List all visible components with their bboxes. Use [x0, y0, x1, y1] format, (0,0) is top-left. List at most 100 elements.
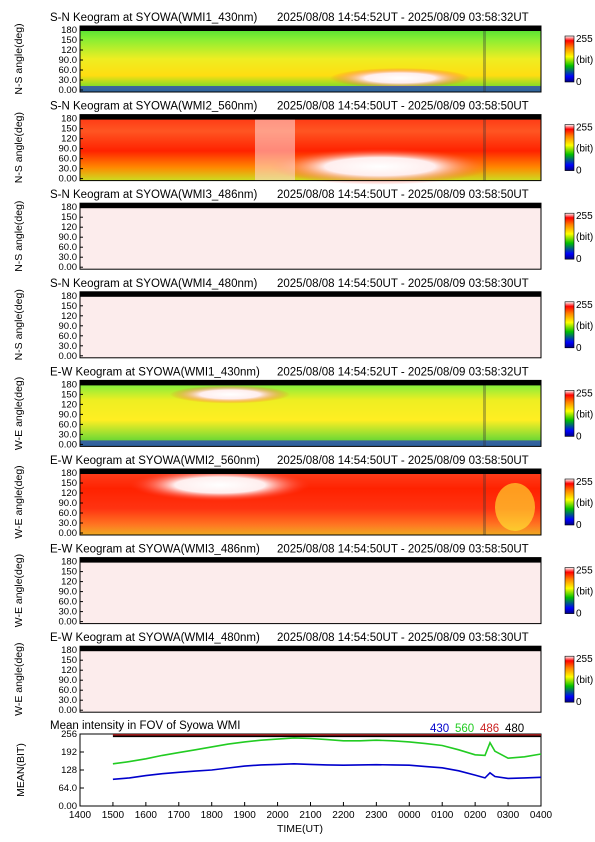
- colorbar: [564, 301, 575, 349]
- series-line-430: [112, 762, 542, 781]
- mean-chart-ylabel: MEAN(BIT): [15, 743, 27, 797]
- keogram-image: [80, 380, 541, 447]
- y-tick-label: 60.0: [59, 331, 78, 342]
- y-tick-label: 90.0: [59, 409, 78, 420]
- x-tick-label: 1700: [168, 810, 191, 821]
- mean-intensity-chart: Mean intensity in FOV of Syowa WMI 430 56…: [15, 720, 553, 835]
- x-tick-label: 2200: [332, 810, 355, 821]
- bright-column: [255, 114, 295, 181]
- y-tick-label: 30.0: [59, 164, 78, 175]
- y-tick-label: 30.0: [59, 695, 78, 706]
- y-tick-label: 180: [61, 202, 77, 213]
- legend-entry-486: 486: [480, 723, 499, 735]
- y-tick-label: 90.0: [59, 144, 78, 155]
- y-tick-label: 60.0: [59, 65, 78, 76]
- y-tick-label: 180: [61, 114, 77, 125]
- y-tick-label: 90.0: [59, 587, 78, 598]
- legend-entry-560: 560: [455, 723, 474, 735]
- data-gap: [483, 114, 486, 181]
- y-tick-label: 150: [61, 212, 77, 223]
- mean-chart-frame: [79, 733, 542, 807]
- y-tick-label: 180: [61, 291, 77, 302]
- panel-frame: [79, 645, 542, 713]
- x-tick-label: 1600: [135, 810, 158, 821]
- x-tick-label: 2100: [299, 810, 322, 821]
- panel-top-band: [80, 26, 541, 31]
- y-tick-label: 150: [61, 655, 77, 666]
- y-tick-label: 60.0: [59, 685, 78, 696]
- y-tick-label: 120: [61, 45, 77, 56]
- y-tick-label: 150: [61, 389, 77, 400]
- keogram-image: [80, 291, 541, 358]
- panel-frame: [79, 379, 542, 447]
- dawn-patch: [495, 483, 535, 531]
- x-tick-label: 0400: [530, 810, 553, 821]
- colorbar-max-label: 255: [576, 566, 593, 577]
- y-tick-label: 120: [61, 577, 77, 588]
- colorbar-min-label: 0: [576, 343, 582, 354]
- panel-ylabel: N-S angle(deg): [13, 112, 25, 183]
- mean-chart-xlabel: TIME(UT): [277, 823, 323, 835]
- colorbar-max-label: 255: [576, 211, 593, 222]
- keogram-panel: E-W Keogram at SYOWA(WMI4_480nm) 2025/08/…: [13, 632, 593, 716]
- panel-frame: [79, 468, 542, 536]
- aurora-brightening: [170, 385, 290, 404]
- y-tick-label: 180: [61, 557, 77, 568]
- y-tick-label: 120: [61, 222, 77, 233]
- panel-ylabel: W-E angle(deg): [13, 377, 25, 450]
- panel-title: E-W Keogram at SYOWA(WMI3_486nm): [50, 544, 260, 556]
- y-tick-label: 64.0: [59, 783, 78, 794]
- colorbar: [564, 567, 575, 614]
- y-tick-label: 60.0: [59, 242, 78, 253]
- colorbar: [564, 35, 575, 83]
- keogram-panel: E-W Keogram at SYOWA(WMI1_430nm) 2025/08/…: [13, 366, 593, 450]
- y-tick-label: 0.00: [59, 351, 78, 362]
- keogram-image: [80, 203, 541, 270]
- colorbar-min-label: 0: [576, 520, 582, 531]
- series-line-560: [112, 737, 542, 765]
- panel-time-range: 2025/08/08 14:54:50UT - 2025/08/09 03:58…: [277, 278, 529, 290]
- y-tick-label: 150: [61, 35, 77, 46]
- y-tick-label: 120: [61, 665, 77, 676]
- y-tick-label: 120: [61, 311, 77, 322]
- panel-title: E-W Keogram at SYOWA(WMI4_480nm): [50, 632, 260, 644]
- panel-ylabel: N-S angle(deg): [13, 23, 25, 94]
- mean-chart-title: Mean intensity in FOV of Syowa WMI: [50, 720, 240, 732]
- colorbar-max-label: 255: [576, 388, 593, 399]
- panel-top-band: [80, 646, 541, 652]
- colorbar-unit-label: (bit): [576, 587, 593, 598]
- x-tick-label: 1500: [102, 810, 125, 821]
- keogram-image: [80, 557, 541, 624]
- data-gap: [483, 26, 486, 92]
- keogram-image: [80, 26, 541, 92]
- panel-title: S-N Keogram at SYOWA(WMI3_486nm): [50, 189, 257, 201]
- aurora-brightening: [130, 469, 310, 501]
- colorbar: [564, 390, 575, 437]
- y-tick-label: 30.0: [59, 75, 78, 86]
- colorbar-min-label: 0: [576, 431, 582, 442]
- y-tick-label: 30.0: [59, 518, 78, 529]
- x-tick-label: 0200: [464, 810, 487, 821]
- panel-ylabel: W-E angle(deg): [13, 554, 25, 627]
- colorbar-min-label: 0: [576, 77, 582, 88]
- y-tick-label: 120: [61, 488, 77, 499]
- mean-chart-lines: [112, 734, 542, 781]
- y-tick-label: 150: [61, 301, 77, 312]
- y-tick-label: 30.0: [59, 607, 78, 618]
- x-tick-label: 0100: [431, 810, 454, 821]
- horizon-band: [80, 86, 541, 92]
- colorbar-max-label: 255: [576, 123, 593, 134]
- keogram-panel: E-W Keogram at SYOWA(WMI3_486nm) 2025/08/…: [13, 544, 593, 628]
- colorbar-max-label: 255: [576, 477, 593, 488]
- aurora-brightening: [270, 148, 490, 185]
- x-tick-label: 2000: [266, 810, 289, 821]
- panel-top-band: [80, 557, 541, 563]
- y-tick-label: 0.00: [59, 439, 78, 450]
- panel-title: S-N Keogram at SYOWA(WMI1_430nm): [50, 12, 257, 24]
- panel-top-band: [80, 291, 541, 297]
- panel-top-band: [80, 203, 541, 209]
- horizon-band: [80, 440, 541, 447]
- colorbar-unit-label: (bit): [576, 409, 593, 420]
- keogram-panel: S-N Keogram at SYOWA(WMI4_480nm) 2025/08/…: [13, 278, 593, 362]
